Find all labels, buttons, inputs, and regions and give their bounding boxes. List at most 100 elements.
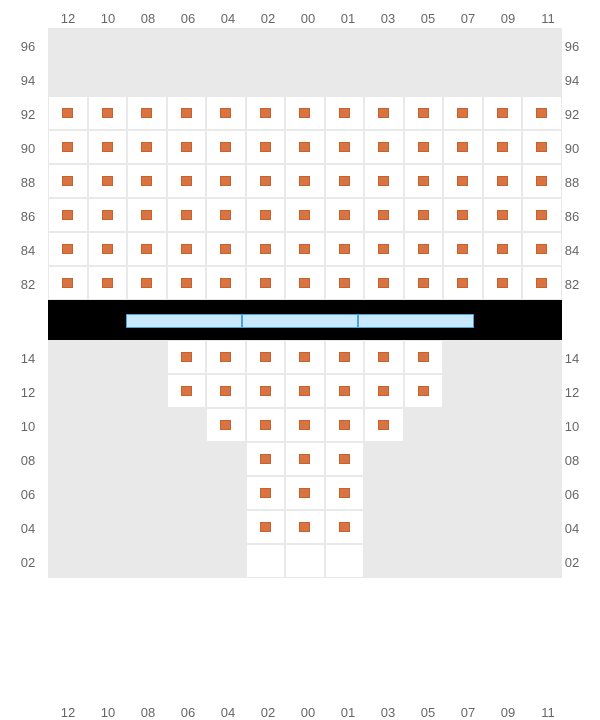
grid-cell [246,130,286,164]
seat-marker [181,278,192,288]
grid-cell [167,544,207,578]
seat-marker [62,210,73,220]
grid-cell [364,62,404,96]
grid-cell [88,164,128,198]
grid-cell [364,340,404,374]
grid-cell [206,476,246,510]
seat-marker [536,278,547,288]
x-label-top: 00 [296,12,320,25]
seat-marker [457,176,468,186]
grid-cell [206,130,246,164]
grid-cell [483,164,523,198]
grid-cell [443,198,483,232]
seat-marker [457,142,468,152]
x-label-bottom: 09 [496,706,520,719]
seat-marker [536,244,547,254]
seat-marker [299,176,310,186]
grid-row [48,62,562,96]
grid-cell [206,374,246,408]
grid-cell [285,28,325,62]
grid-cell [285,130,325,164]
grid-cell [364,442,404,476]
y-label-left: 92 [16,108,40,121]
grid-cell [48,374,88,408]
grid-row [48,476,562,510]
grid-cell [404,510,444,544]
grid-cell [246,340,286,374]
seat-marker [220,176,231,186]
seat-marker [299,142,310,152]
grid-cell [88,266,128,300]
grid-cell [404,198,444,232]
seat-marker [497,176,508,186]
grid-cell [206,62,246,96]
grid-cell [443,130,483,164]
grid-cell [443,96,483,130]
grid-cell [325,164,365,198]
seat-marker [378,142,389,152]
seat-marker [141,142,152,152]
grid-cell [127,62,167,96]
seat-marker [220,244,231,254]
grid-cell [483,510,523,544]
y-label-right: 92 [560,108,584,121]
grid-cell [325,374,365,408]
seat-marker [378,352,389,362]
y-label-right: 06 [560,488,584,501]
grid-cell [127,96,167,130]
grid-cell [443,510,483,544]
seat-marker [299,278,310,288]
seat-marker [418,352,429,362]
grid-cell [364,510,404,544]
y-label-left: 96 [16,40,40,53]
seat-marker [536,210,547,220]
seat-marker [220,108,231,118]
y-label-right: 96 [560,40,584,53]
x-label-bottom: 11 [536,706,560,719]
seat-marker [141,176,152,186]
y-label-right: 12 [560,386,584,399]
grid-cell [522,28,562,62]
grid-cell [364,476,404,510]
grid-cell [364,198,404,232]
grid-cell [246,544,286,578]
grid-cell [325,96,365,130]
seat-marker [260,142,271,152]
seat-marker [102,244,113,254]
seat-marker [260,278,271,288]
seat-marker [62,244,73,254]
grid-cell [364,96,404,130]
y-label-left: 82 [16,278,40,291]
seat-marker [418,244,429,254]
seat-marker [339,244,350,254]
seat-marker [299,352,310,362]
grid-cell [404,374,444,408]
grid-row [48,544,562,578]
grid-cell [285,442,325,476]
seat-marker [418,108,429,118]
seat-marker [260,454,271,464]
grid-cell [127,130,167,164]
grid-cell [522,408,562,442]
grid-cell [404,164,444,198]
seat-marker [536,142,547,152]
grid-cell [443,476,483,510]
grid-cell [404,62,444,96]
seat-marker [260,108,271,118]
grid-cell [206,510,246,544]
y-label-left: 88 [16,176,40,189]
seat-marker [378,210,389,220]
divider-segment [242,314,358,328]
seat-marker [141,244,152,254]
x-label-bottom: 08 [136,706,160,719]
grid-cell [88,544,128,578]
seat-marker [339,522,350,532]
grid-cell [522,340,562,374]
grid-cell [48,442,88,476]
seat-marker [299,210,310,220]
grid-cell [325,544,365,578]
seat-marker [536,176,547,186]
seat-marker [181,210,192,220]
seat-marker [141,210,152,220]
grid-cell [246,198,286,232]
